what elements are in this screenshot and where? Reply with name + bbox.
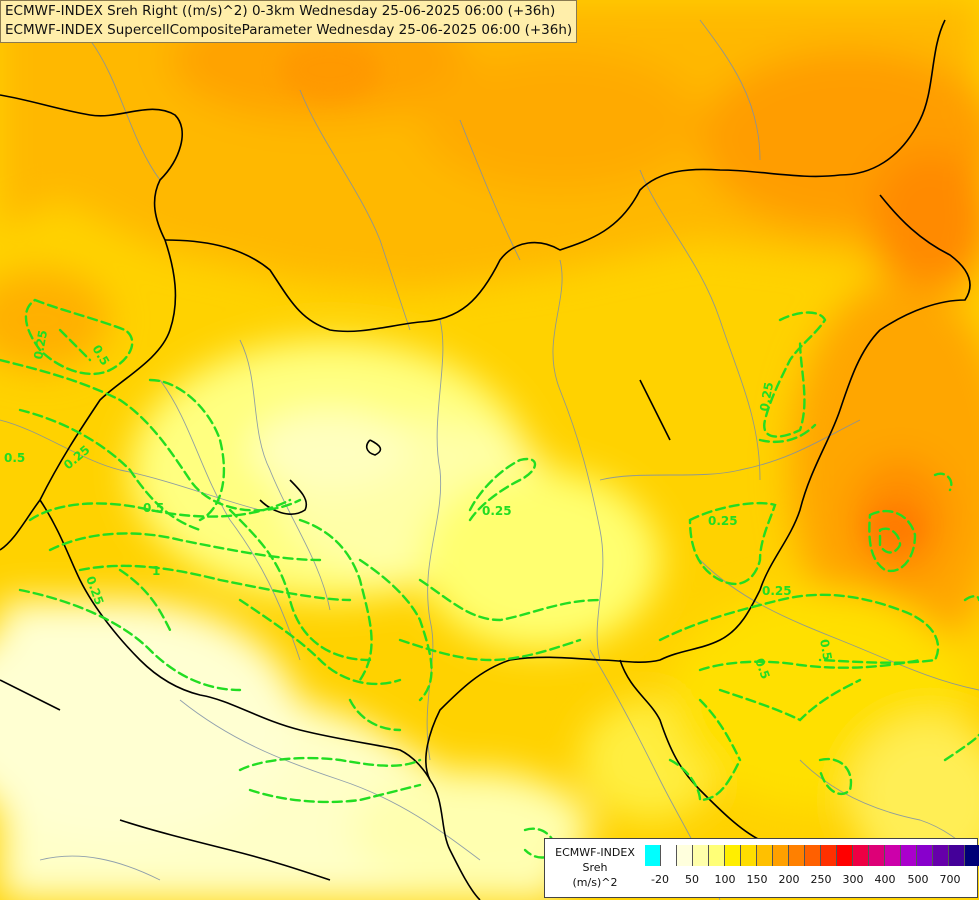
legend-title-line: ECMWF-INDEX (555, 846, 635, 859)
contour-label: 0.5 (752, 656, 772, 681)
legend-swatch (821, 845, 837, 866)
legend-tick-label: 300 (842, 873, 864, 886)
legend-ticks: -20 50 100 150 200 250 300 400 500 700 (645, 873, 975, 889)
contour-label: 0.25 (708, 514, 738, 528)
legend-swatch (901, 845, 917, 866)
contour-label: 0.5 (4, 451, 25, 465)
contour-label: 0.25 (31, 329, 50, 361)
legend-swatch (965, 845, 979, 866)
contour-label: 0.5 (817, 638, 834, 661)
river-lines (0, 19, 979, 900)
legend-swatch (741, 845, 757, 866)
legend-swatch (853, 845, 869, 866)
legend-tick-label: -20 (651, 873, 669, 886)
legend-swatch (869, 845, 885, 866)
legend-swatch (885, 845, 901, 866)
contour-label: 1 (152, 564, 160, 578)
legend-swatch (645, 845, 661, 866)
legend-swatch (709, 845, 725, 866)
legend-swatch (773, 845, 789, 866)
contour-label: 0.5 (143, 501, 164, 515)
legend-swatch (917, 845, 933, 866)
legend-tick-label: 250 (810, 873, 832, 886)
legend-tick-label: 50 (685, 873, 699, 886)
legend-swatch (677, 845, 693, 866)
legend-swatch (837, 845, 853, 866)
legend-swatch (949, 845, 965, 866)
legend-tick-label: 200 (778, 873, 800, 886)
map-title-box: ECMWF-INDEX Sreh Right ((m/s)^2) 0-3km W… (0, 0, 578, 43)
legend-swatch (757, 845, 773, 866)
legend-swatches (645, 845, 979, 866)
title-line-sreh: ECMWF-INDEX Sreh Right ((m/s)^2) 0-3km W… (5, 3, 556, 19)
color-legend: ECMWF-INDEX Sreh (m/s)^2 -20 50 100 150 200 2… (544, 838, 979, 898)
legend-swatch (661, 845, 677, 866)
legend-tick-label: 100 (714, 873, 736, 886)
scp-contours (0, 298, 979, 859)
contour-label: 0.25 (482, 504, 512, 518)
legend-tick-label: 500 (907, 873, 929, 886)
legend-title-line: Sreh (582, 861, 608, 874)
contour-label: 0.25 (757, 381, 776, 413)
legend-swatch (693, 845, 709, 866)
legend-title: ECMWF-INDEX Sreh (m/s)^2 (549, 845, 641, 890)
country-borders (0, 19, 971, 900)
legend-swatch (725, 845, 741, 866)
legend-title-line: (m/s)^2 (572, 876, 618, 889)
legend-tick-label: 700 (939, 873, 961, 886)
legend-tick-label: 400 (874, 873, 896, 886)
legend-tick-label: 150 (746, 873, 768, 886)
legend-swatch (805, 845, 821, 866)
contour-label: 0.25 (762, 584, 792, 598)
legend-swatch (789, 845, 805, 866)
title-line-scp: ECMWF-INDEX SupercellCompositeParameter … (5, 22, 573, 38)
legend-swatch (933, 845, 949, 866)
